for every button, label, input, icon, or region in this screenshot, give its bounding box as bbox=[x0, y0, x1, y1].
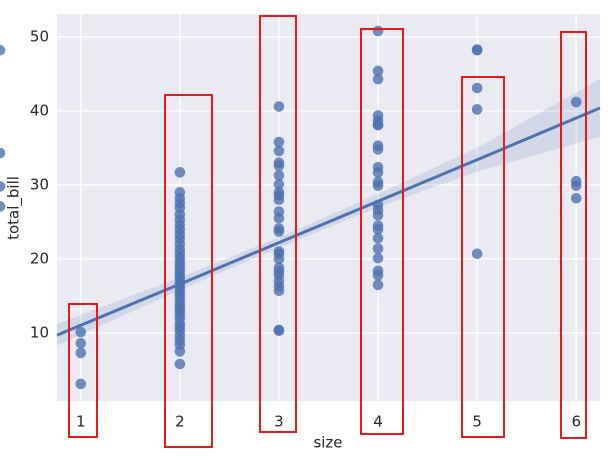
regression-line bbox=[56, 106, 601, 337]
highlight-box bbox=[259, 15, 297, 433]
point bbox=[75, 378, 87, 390]
point bbox=[372, 25, 384, 37]
point bbox=[570, 96, 582, 108]
point bbox=[174, 167, 186, 178]
point bbox=[273, 262, 285, 274]
y-axis-label: total_bill bbox=[5, 176, 24, 240]
point bbox=[273, 223, 285, 234]
point bbox=[0, 44, 6, 56]
highlight-boxes bbox=[68, 15, 587, 448]
point bbox=[471, 82, 483, 94]
x-axis-label: size bbox=[313, 434, 342, 452]
point bbox=[570, 192, 582, 204]
point bbox=[75, 326, 87, 338]
point bbox=[174, 358, 186, 370]
point bbox=[372, 73, 384, 85]
x-tick-label: 5 bbox=[472, 413, 482, 431]
highlight-box bbox=[461, 76, 505, 438]
point bbox=[372, 161, 384, 173]
point bbox=[273, 246, 285, 257]
point bbox=[372, 176, 384, 188]
point bbox=[372, 65, 384, 77]
point bbox=[0, 147, 6, 159]
point bbox=[273, 178, 285, 190]
x-tick-label: 2 bbox=[175, 413, 185, 431]
x-tick-label: 3 bbox=[274, 413, 284, 431]
point bbox=[372, 140, 384, 152]
highlight-box bbox=[560, 31, 587, 439]
point bbox=[372, 265, 384, 277]
x-tick-label: 1 bbox=[76, 413, 86, 431]
point bbox=[471, 104, 483, 115]
point bbox=[0, 201, 6, 212]
point bbox=[273, 206, 285, 217]
point bbox=[75, 347, 87, 359]
highlight-box bbox=[360, 28, 404, 435]
point bbox=[273, 170, 285, 181]
point bbox=[570, 175, 582, 187]
point bbox=[372, 279, 384, 291]
point bbox=[75, 337, 87, 349]
point bbox=[273, 187, 285, 198]
y-tick-label: 30 bbox=[30, 175, 49, 193]
point bbox=[471, 44, 483, 55]
point bbox=[372, 110, 384, 121]
point bbox=[174, 187, 186, 198]
point bbox=[372, 220, 384, 231]
y-tick-label: 10 bbox=[30, 323, 49, 341]
point bbox=[372, 252, 384, 264]
labels: 10 20 30 40 50 1 2 3 4 5 6 bbox=[30, 27, 581, 430]
point bbox=[273, 324, 285, 336]
point bbox=[273, 157, 285, 169]
point bbox=[372, 232, 384, 244]
y-tick-label: 20 bbox=[30, 249, 49, 267]
x-tick-label: 6 bbox=[571, 413, 581, 431]
highlight-box bbox=[164, 94, 213, 448]
x-tick-label: 4 bbox=[373, 413, 383, 431]
point bbox=[0, 181, 6, 192]
point bbox=[273, 145, 285, 157]
y-tick-label: 40 bbox=[30, 101, 49, 119]
point bbox=[273, 101, 285, 112]
point bbox=[372, 243, 384, 254]
point bbox=[273, 136, 285, 148]
marks bbox=[0, 25, 601, 390]
point bbox=[471, 248, 483, 260]
plot-area bbox=[57, 14, 600, 401]
y-tick-label: 50 bbox=[30, 27, 49, 45]
highlight-box bbox=[68, 303, 98, 438]
